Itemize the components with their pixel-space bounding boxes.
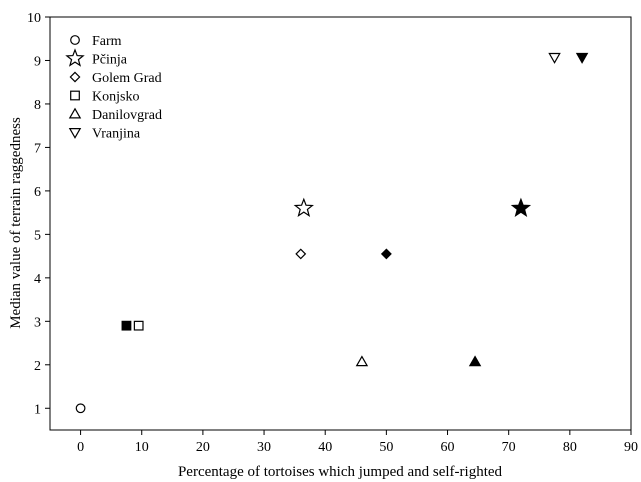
x-tick-label: 70 xyxy=(502,440,516,455)
y-tick-label: 5 xyxy=(34,228,41,243)
data-point-circle xyxy=(75,403,86,414)
legend-marker-square xyxy=(70,90,80,101)
legend-marker-star xyxy=(65,48,85,67)
legend-marker-triangle-down xyxy=(68,128,82,139)
legend-marker-triangle-up xyxy=(68,107,82,119)
x-tick-label: 90 xyxy=(624,440,638,455)
legend-label: Pčinja xyxy=(92,53,128,68)
x-axis-label: Percentage of tortoises which jumped and… xyxy=(178,464,503,480)
legend-label: Konjsko xyxy=(92,90,139,105)
y-tick-label: 9 xyxy=(34,54,41,69)
legend-marker-diamond xyxy=(69,71,81,83)
data-point-star xyxy=(293,197,314,217)
data-point-diamond xyxy=(295,248,307,260)
x-tick-label: 0 xyxy=(77,440,84,455)
y-tick-label: 6 xyxy=(34,185,41,200)
x-tick-label: 80 xyxy=(563,440,577,455)
y-tick-label: 8 xyxy=(34,98,41,113)
x-axis-ticks: 0 10 20 30 40 50 60 70 80 90 xyxy=(77,430,638,455)
data-point-diamond xyxy=(380,248,392,260)
data-point-triangle-down xyxy=(548,52,561,64)
y-tick-label: 3 xyxy=(34,315,41,330)
data-point-star xyxy=(510,197,532,217)
data-point-square xyxy=(133,320,144,331)
x-tick-label: 20 xyxy=(196,440,210,455)
x-tick-label: 50 xyxy=(379,440,393,455)
legend: Farm Pčinja Golem Grad Konjsko Danilovgrad Vr… xyxy=(65,34,162,142)
y-tick-label: 7 xyxy=(34,141,41,156)
legend-marker-circle xyxy=(70,35,80,45)
data-point-triangle-up xyxy=(355,355,369,367)
legend-label: Danilovgrad xyxy=(92,108,162,123)
plot-frame xyxy=(49,16,632,431)
x-tick-label: 60 xyxy=(441,440,455,455)
y-axis-ticks: 1 2 3 4 5 6 7 8 9 10 xyxy=(27,11,50,417)
y-axis-label: Median value of terrain raggedness xyxy=(8,117,24,329)
y-tick-label: 1 xyxy=(34,402,41,417)
x-tick-label: 40 xyxy=(318,440,332,455)
data-point-triangle-down xyxy=(575,52,589,64)
y-tick-label: 4 xyxy=(34,272,41,287)
data-markers xyxy=(75,52,589,414)
y-tick-label: 2 xyxy=(34,359,41,374)
legend-label: Farm xyxy=(92,34,122,49)
legend-label: Vranjina xyxy=(92,127,141,142)
x-tick-label: 30 xyxy=(257,440,271,455)
legend-label: Golem Grad xyxy=(92,71,162,86)
y-tick-label: 10 xyxy=(27,11,41,26)
data-point-square xyxy=(121,320,132,331)
x-tick-label: 10 xyxy=(135,440,149,455)
data-point-triangle-up xyxy=(468,355,482,367)
